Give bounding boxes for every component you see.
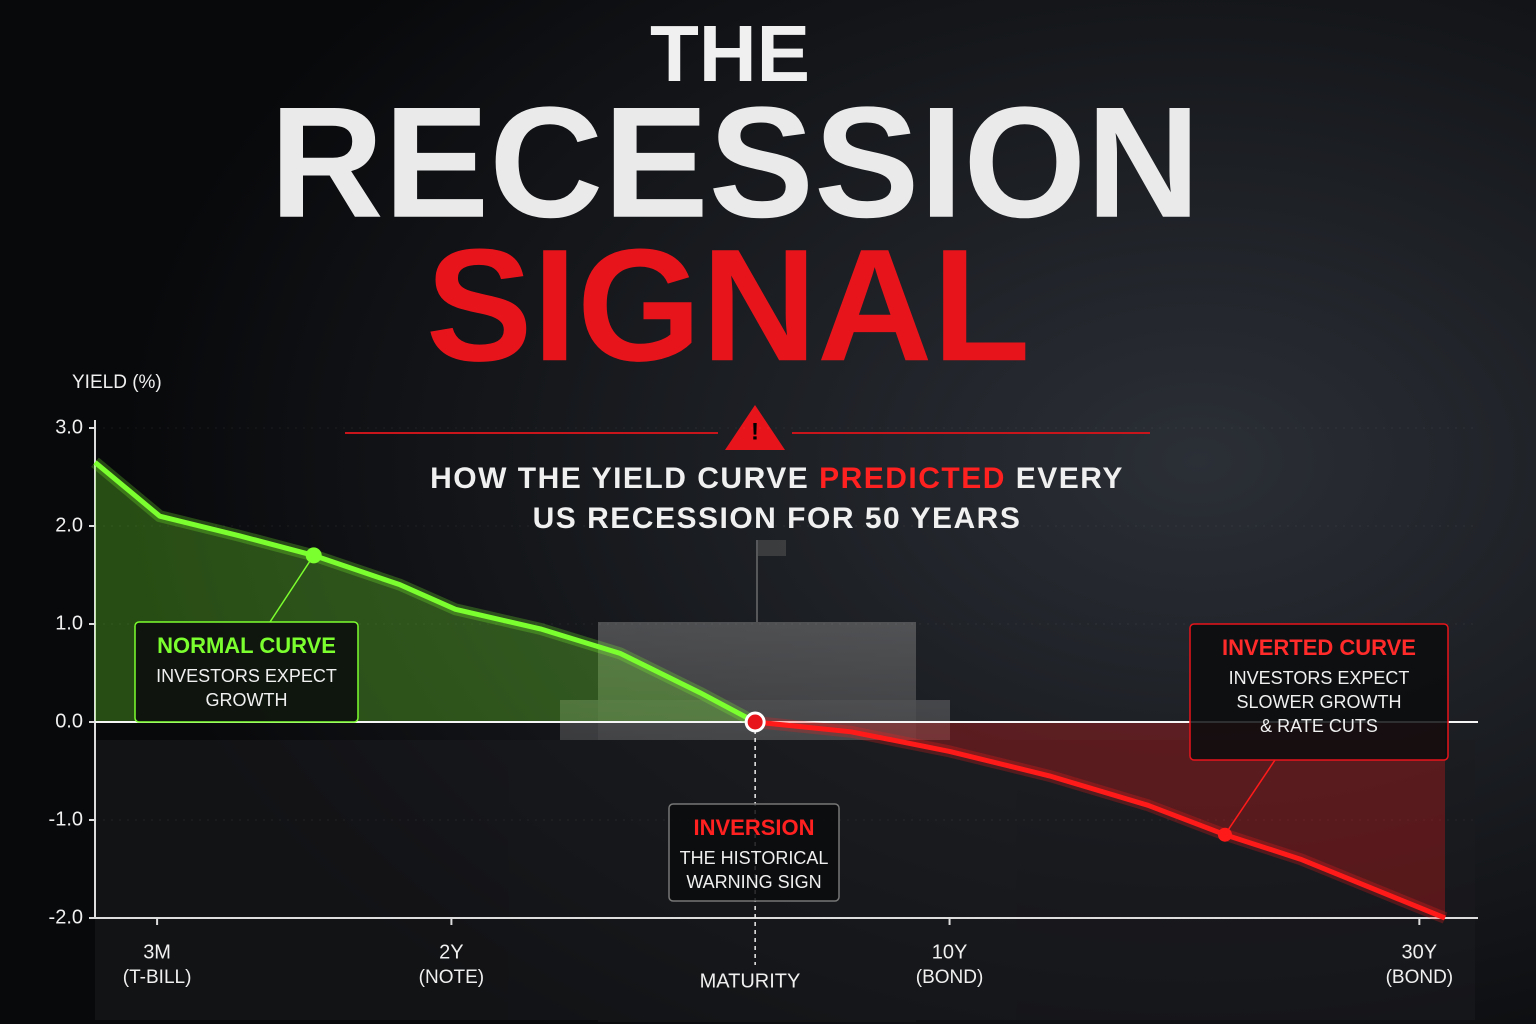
inversion-marker [744,711,766,733]
leader-line [269,554,315,623]
y-tick-label: 1.0 [55,612,83,634]
annotation-text: INVESTORS EXPECT [1229,668,1410,688]
title-recession: RECESSION [270,75,1201,251]
curve-line [754,719,1446,921]
subtitle-part: EVERY [1016,462,1124,495]
x-tick-sublabel: (BOND) [1386,967,1454,988]
subtitle-line2: US RECESSION FOR 50 YEARS [533,502,1022,535]
point-marker [1217,827,1232,842]
x-tick-sublabel: (BOND) [916,967,984,988]
subtitle-highlight: PREDICTED [819,462,1006,495]
curve-area [755,722,1445,918]
annotation-box [668,803,840,902]
annotation-text: GROWTH [206,690,288,710]
annotation-text: & RATE CUTS [1260,716,1378,736]
leader-line [1224,759,1276,836]
x-tick-label: 3M [143,941,171,963]
title-block: THE RECESSION SIGNAL ! HOW THE YIELD CUR… [270,9,1201,535]
annotation-text: WARNING SIGN [686,872,821,892]
subtitle-line1: HOW THE YIELD CURVE PREDICTED EVERY [430,462,1124,495]
annotation-text: SLOWER GROWTH [1237,692,1402,712]
y-tick-label: -2.0 [49,906,83,928]
title-the: THE [650,9,810,98]
y-tick-label: 2.0 [55,514,83,536]
y-axis-label: YIELD (%) [72,372,162,393]
y-tick-label: 3.0 [55,416,83,438]
annotation-title: NORMAL CURVE [157,633,336,658]
warning-icon-mark: ! [751,418,759,445]
y-tick-label: -1.0 [49,808,83,830]
annotation-box [1189,623,1449,761]
x-tick-sublabel: (NOTE) [419,967,484,988]
x-tick-label: 30Y [1402,941,1438,963]
annotation-box [134,621,359,723]
annotation-title: INVERTED CURVE [1222,635,1416,660]
x-tick-label: 10Y [932,941,968,963]
curve-line [93,460,757,725]
point-marker [305,547,322,564]
x-axis-label: MATURITY [700,970,801,992]
x-tick-sublabel: (T-BILL) [123,967,192,988]
title-signal: SIGNAL [426,215,1030,394]
y-tick-label: 0.0 [55,710,83,732]
warning-icon [725,405,785,450]
subtitle-part: HOW THE YIELD CURVE [430,462,809,495]
annotation-text: THE HISTORICAL [680,848,829,868]
x-tick-label: 2Y [439,941,463,963]
annotation-title: INVERSION [693,815,814,840]
annotation-text: INVESTORS EXPECT [156,666,337,686]
